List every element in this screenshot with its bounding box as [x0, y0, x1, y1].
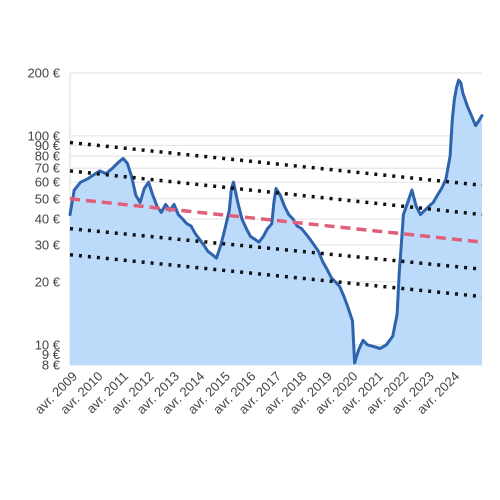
price-line: [68, 78, 484, 365]
series-lines-layer: [68, 78, 484, 365]
trend-line: [69, 197, 483, 244]
y-tick-label: 100 €: [27, 128, 60, 143]
y-tick-label: 30 €: [35, 238, 61, 253]
y-tick-label: 20 €: [35, 274, 61, 289]
y-tick-label: 10 €: [35, 337, 61, 352]
y-axis-labels: 200 € 100 €90 €80 €70 €60 €50 € 40 € 30 € 20…: [27, 66, 60, 373]
channel-line-4: [69, 226, 483, 271]
y-tick-label: 40 €: [35, 212, 61, 227]
y-tick-label: 90 €: [35, 138, 61, 153]
y-tick-label: 50 €: [35, 191, 61, 206]
y-tick-label: 9 €: [42, 347, 61, 362]
price-area: [70, 80, 482, 365]
y-tick-label: 80 €: [35, 149, 61, 164]
y-tick-label: 200 €: [27, 66, 60, 81]
price-area-layer: [70, 80, 482, 365]
y-tick-label: 70 €: [35, 161, 61, 176]
channel-line-3: [69, 169, 483, 217]
y-tick-label: 8 €: [42, 358, 61, 373]
channel-line-2: [69, 140, 483, 188]
y-tick-label: 60 €: [35, 175, 61, 190]
channel-line-5: [69, 252, 483, 299]
